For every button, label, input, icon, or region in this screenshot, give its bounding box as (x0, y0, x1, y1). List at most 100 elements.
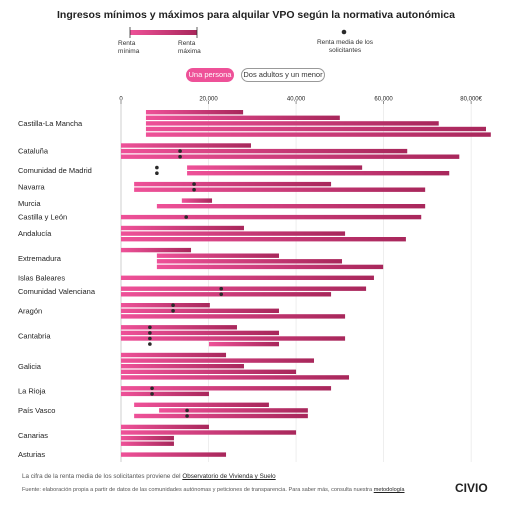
x-tick-label: 40,000 (287, 97, 306, 103)
range-bar (134, 181, 332, 187)
region-label: Andalucía (18, 229, 52, 238)
x-tick-label: 60,000 (374, 97, 393, 103)
mean-dot (219, 286, 224, 291)
region-label: Cataluña (18, 147, 49, 156)
range-bar (156, 253, 279, 258)
range-bar (121, 430, 297, 435)
legend-label: Renta media de los solicitantes (316, 39, 373, 54)
range-bar (134, 187, 426, 192)
range-bar (121, 231, 346, 236)
range-bar (121, 154, 460, 159)
range-bar (121, 424, 209, 430)
mean-dot (150, 386, 154, 391)
legend-dot (341, 29, 347, 35)
range-bar (121, 314, 346, 319)
mean-dot (155, 165, 159, 170)
range-bar (181, 198, 213, 203)
range-bar (121, 303, 210, 308)
source-text: Fuente: elaboración propia a partir de d… (22, 487, 373, 493)
mean-dot (171, 309, 175, 313)
range-bar (145, 115, 340, 120)
mean-dot (148, 336, 152, 341)
range-bar (159, 408, 308, 413)
range-bar (121, 352, 227, 358)
mean-dot (219, 292, 224, 297)
note-link[interactable]: Observatorio de Vivienda y Suelo (182, 473, 276, 480)
range-bar (134, 402, 269, 407)
region-label: La Rioja (18, 387, 46, 396)
range-bar (121, 364, 244, 369)
range-bar (121, 452, 227, 457)
range-bar (134, 413, 308, 419)
legend-label: Renta mínima (118, 40, 140, 55)
range-bar (121, 225, 244, 231)
mean-dot (184, 215, 189, 219)
range-bar (121, 336, 346, 341)
region-label: Asturias (18, 450, 45, 459)
source-link[interactable]: metodología (373, 487, 405, 493)
x-tick-label: 20,000 (199, 97, 218, 103)
range-bar (121, 391, 209, 397)
brand: CIVIO (455, 481, 488, 495)
mean-dot (148, 325, 152, 330)
mean-dot (148, 331, 152, 335)
range-bar (121, 330, 279, 336)
range-bar (145, 121, 439, 126)
source: Fuente: elaboración propia a partir de d… (22, 487, 405, 493)
region-label: País Vasco (18, 406, 55, 415)
range-bar (121, 292, 332, 297)
region-label: Comunidad de Madrid (18, 166, 92, 175)
range-bar (121, 375, 350, 380)
range-bar (156, 204, 426, 209)
mean-dot (150, 392, 154, 396)
mean-dot (178, 154, 182, 159)
region-label: Castilla y León (18, 213, 67, 222)
range-bar (121, 358, 315, 363)
region-label: Castilla-La Mancha (18, 119, 83, 128)
range-bar (121, 214, 422, 220)
mean-dot (185, 414, 189, 418)
range-bar (145, 132, 491, 137)
region-label: Murcia (18, 199, 41, 208)
range-bar (121, 143, 251, 148)
range-bar (156, 259, 343, 264)
range-bar (156, 264, 384, 270)
x-tick-label: 0 (119, 97, 123, 103)
mean-dot (155, 171, 159, 175)
region-label: Islas Baleares (18, 273, 65, 282)
range-bar (145, 126, 486, 132)
range-bar (121, 237, 406, 242)
range-bar (121, 325, 237, 330)
mean-dot (192, 187, 196, 192)
mean-dot (178, 149, 182, 153)
range-bar (121, 247, 192, 253)
region-label: Galicia (18, 362, 42, 371)
range-bar (121, 435, 174, 441)
range-bar (121, 386, 332, 391)
range-bar (187, 171, 450, 176)
toggle-button[interactable]: Una persona (186, 68, 234, 82)
range-bar (121, 148, 408, 154)
toggle-button[interactable]: Dos adultos y un menor (241, 68, 325, 82)
legend-label: Renta máxima (178, 40, 201, 55)
x-tick-label: 80,000€ (460, 97, 482, 103)
range-bar (121, 308, 279, 313)
range-bar (121, 275, 374, 280)
range-bar (121, 441, 174, 446)
range-bar (121, 286, 367, 291)
region-label: Canarias (18, 431, 48, 440)
range-bar (208, 341, 279, 347)
region-label: Aragón (18, 306, 42, 315)
mean-dot (185, 408, 189, 413)
region-label: Extremadura (18, 254, 62, 263)
mean-dot (192, 182, 196, 186)
region-label: Comunidad Valenciana (18, 287, 96, 296)
region-label: Navarra (18, 182, 46, 191)
range-bar (187, 165, 363, 170)
note-text: La cifra de la renta media de los solici… (22, 473, 181, 480)
mean-dot (171, 303, 175, 308)
legend-bar (130, 30, 197, 35)
range-bar (121, 369, 297, 374)
